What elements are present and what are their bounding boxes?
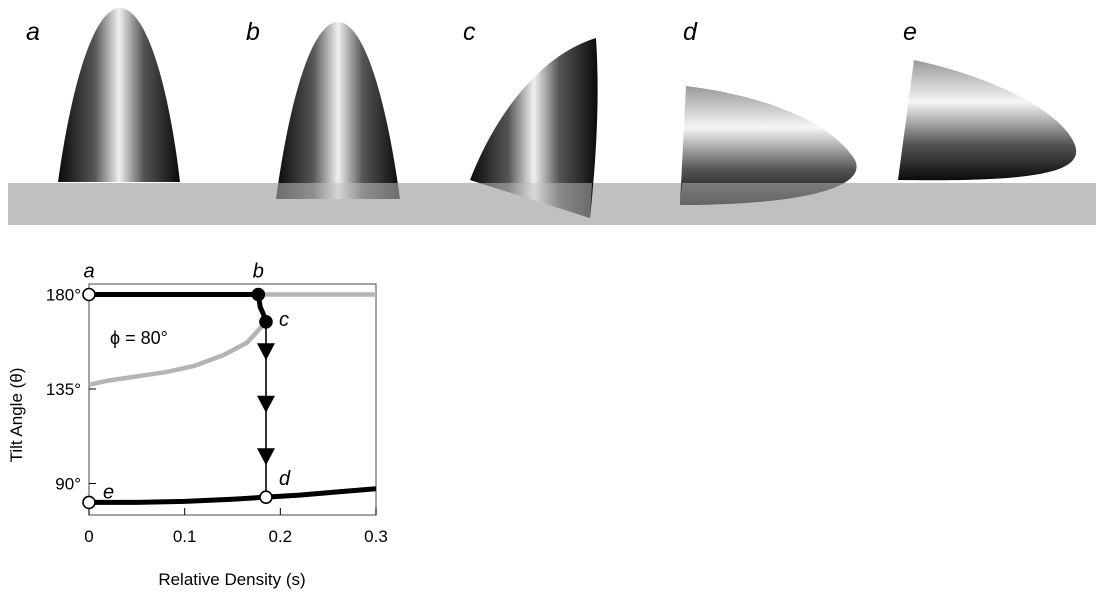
point-markers: [82, 287, 273, 510]
panel-letter-e: e: [903, 18, 917, 46]
shape-d-submerged-tint: [680, 183, 866, 205]
y-tick-label: 90°: [55, 475, 81, 494]
tilt-angle-chart: 0 0.1 0.2 0.3 90° 135° 180° a b c d e ϕ = 80° Rela…: [7, 261, 388, 590]
shape-c-submerged-tint: [476, 183, 592, 218]
point-marker-b: [251, 287, 266, 302]
plot-frame: [88, 283, 377, 516]
arrow-markers: [256, 343, 275, 466]
point-marker-e: [82, 495, 96, 510]
shape-e: [898, 60, 1077, 181]
axis-ticks: 0 0.1 0.2 0.3 90° 135° 180°: [46, 286, 388, 547]
x-tick-label: 0.3: [364, 527, 388, 546]
down-arrow-marker: [256, 343, 275, 361]
y-tick-label: 135°: [46, 380, 81, 399]
point-marker-d: [259, 490, 273, 504]
point-marker-a: [82, 287, 96, 302]
point-marker-c: [259, 314, 273, 329]
point-labels: a b c d e: [83, 261, 291, 504]
point-label-e: e: [103, 481, 114, 503]
phi-annotation: ϕ = 80°: [110, 328, 168, 348]
point-label-c: c: [279, 309, 289, 331]
down-arrow-marker: [256, 395, 275, 413]
shape-b: [276, 22, 400, 199]
series-line-unstable: [89, 320, 268, 387]
panel-letter-d: d: [683, 18, 698, 46]
point-label-d: d: [279, 468, 291, 490]
x-axis-title: Relative Density (s): [158, 570, 305, 589]
panel-letter-a: a: [26, 18, 40, 46]
y-tick-label: 180°: [46, 286, 81, 305]
x-tick-label: 0: [84, 527, 93, 546]
point-label-a: a: [83, 261, 94, 283]
shape-a: [58, 8, 180, 182]
down-arrow-marker: [256, 448, 275, 466]
chart-series: [89, 292, 376, 505]
panel-letter-c: c: [463, 18, 476, 46]
x-tick-label: 0.1: [173, 527, 197, 546]
x-tick-label: 0.2: [269, 527, 293, 546]
shape-c: [470, 38, 598, 218]
shape-d: [680, 86, 857, 205]
top-illustration: a b c d e: [8, 8, 1096, 225]
shape-b-submerged-tint: [276, 183, 400, 199]
y-axis-title: Tilt Angle (θ): [7, 368, 26, 463]
point-label-b: b: [253, 261, 264, 283]
panel-letter-b: b: [246, 18, 260, 46]
series-line-stable: [89, 486, 376, 505]
